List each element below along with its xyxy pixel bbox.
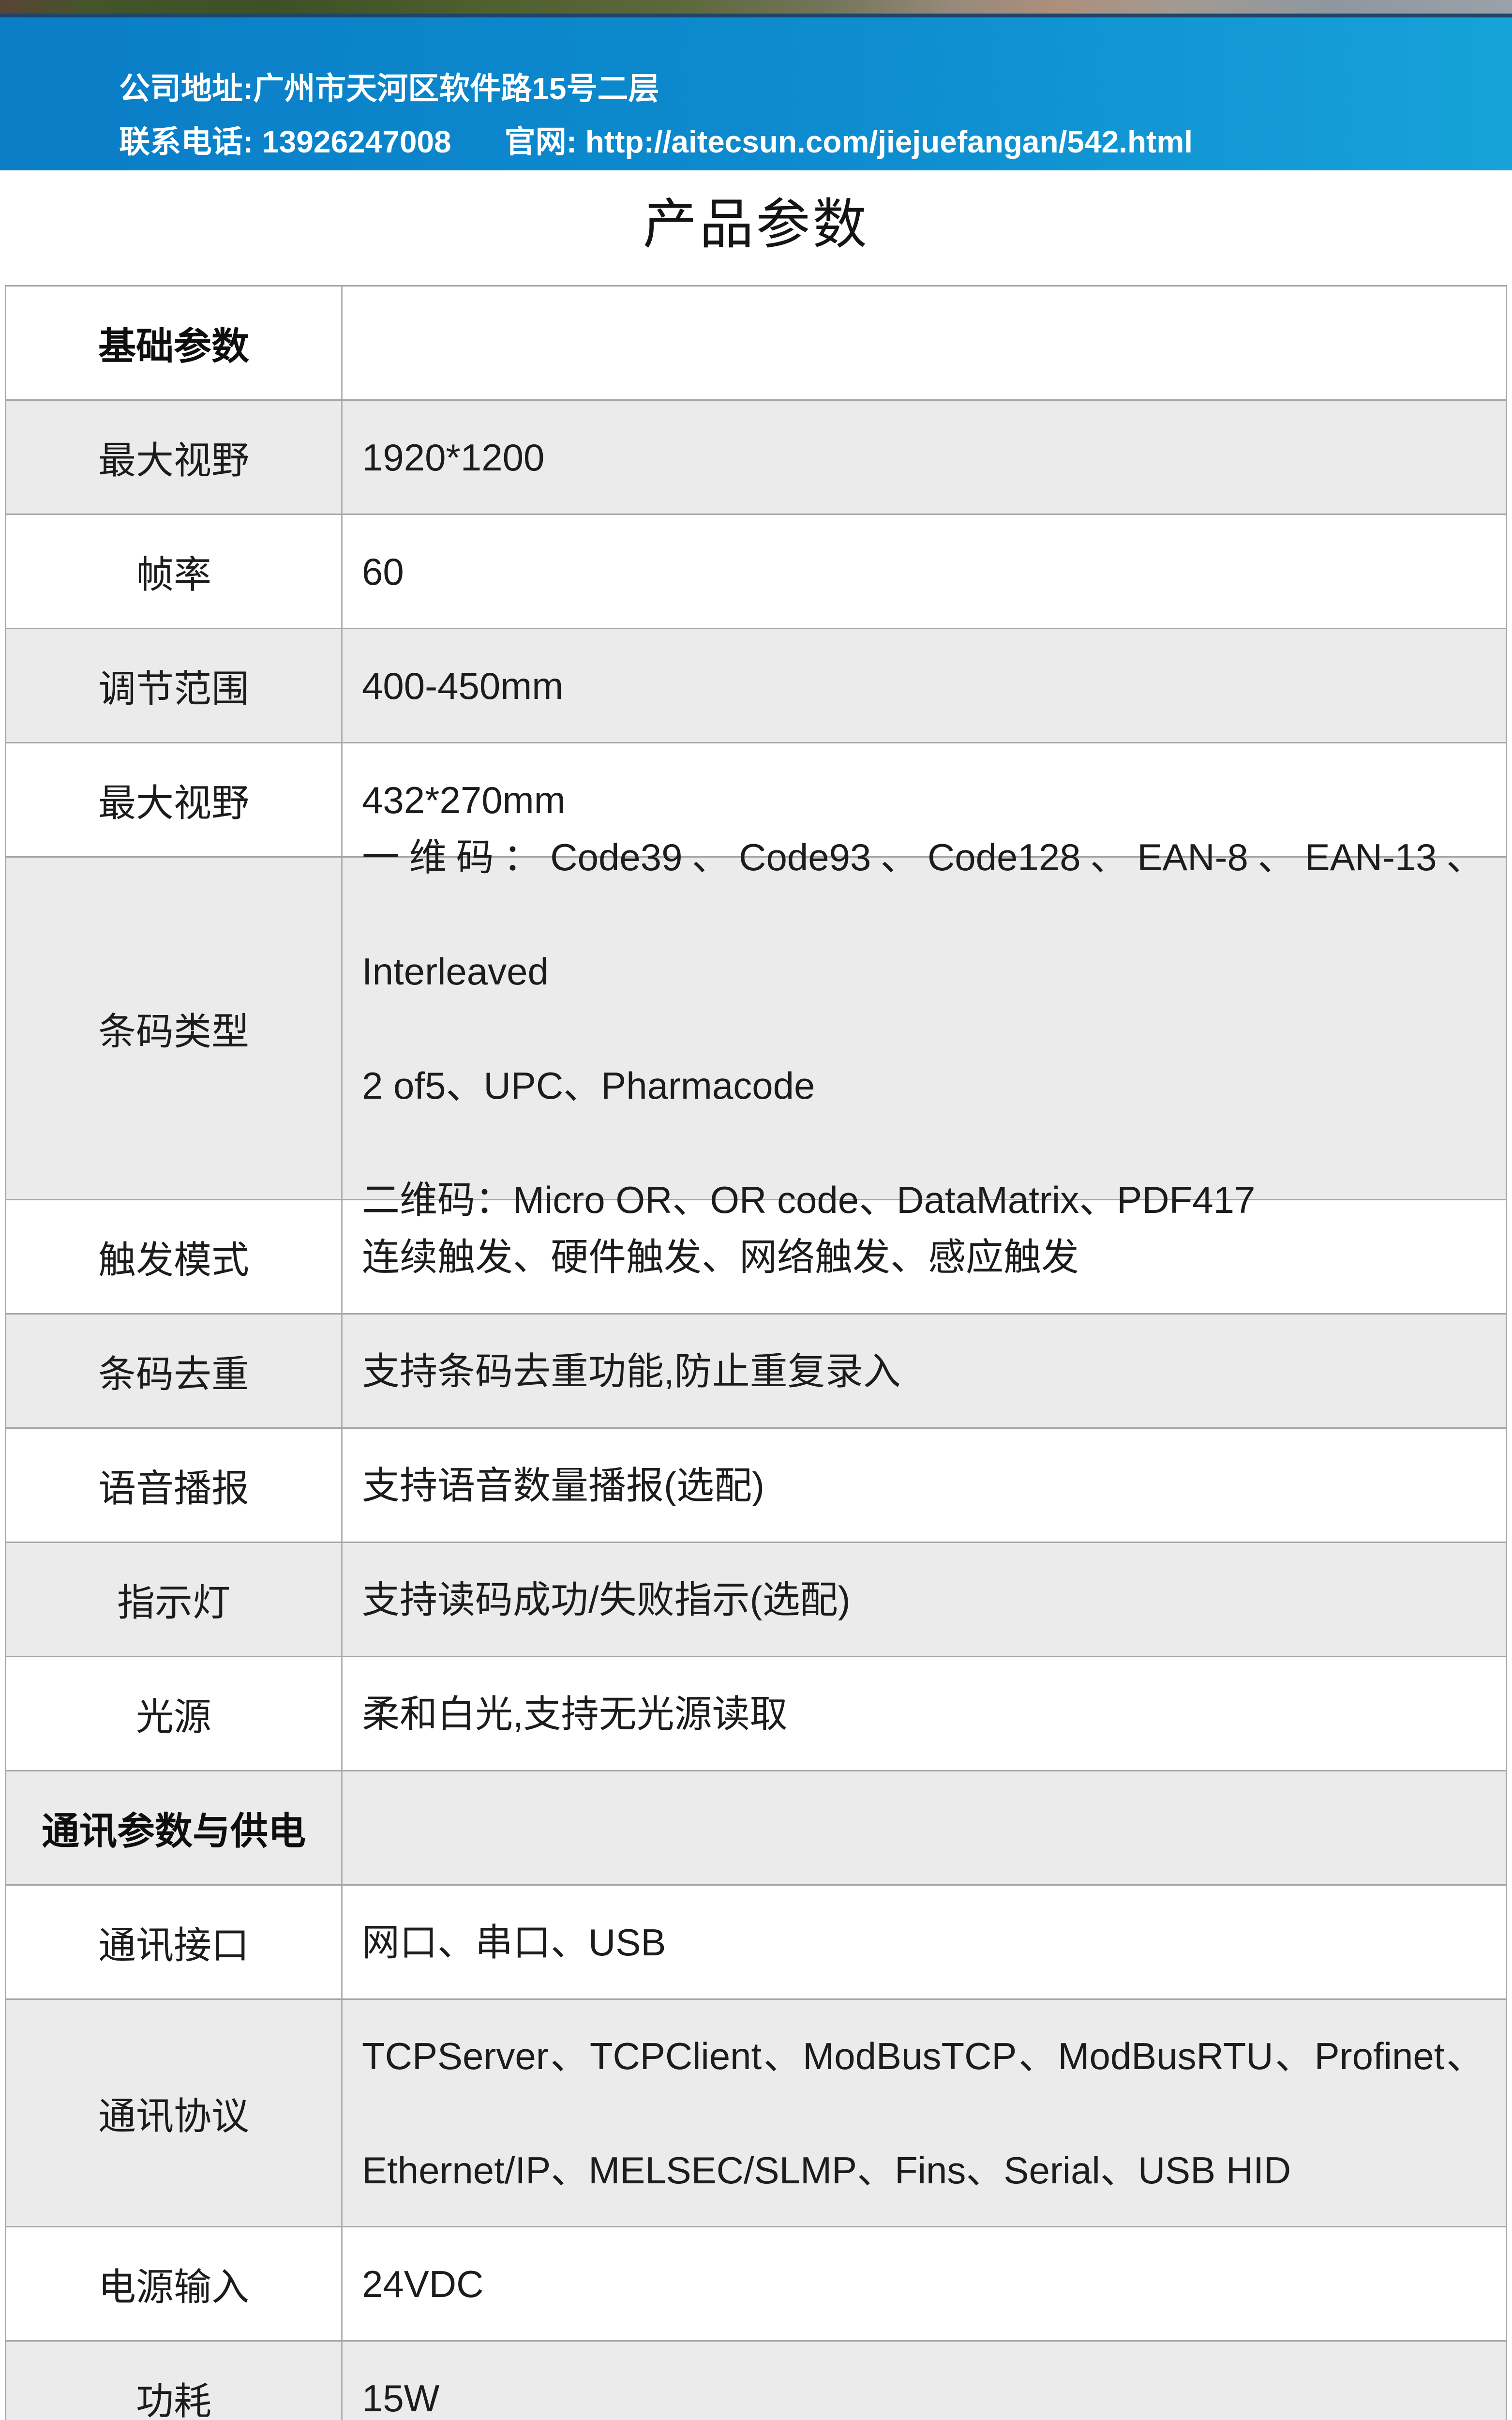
- param-value: 24VDC: [362, 2262, 484, 2305]
- param-label: 电源输入: [6, 2227, 343, 2340]
- value-line: 二维码：Micro OR、OR code、DataMatrix、PDF417: [362, 1178, 1256, 1221]
- param-value: 支持读码成功/失败指示(选配): [362, 1578, 851, 1621]
- param-label: 通讯协议: [6, 2000, 343, 2226]
- param-label: 帧率: [6, 515, 343, 628]
- contact-line: 联系电话: 13926247008 官网: http://aitecsun.com…: [119, 115, 1512, 168]
- param-value: 1920*1200: [362, 436, 545, 479]
- section-label: 通讯参数与供电: [6, 1771, 343, 1884]
- param-value: 柔和白光,支持无光源读取: [362, 1692, 788, 1735]
- param-label: 光源: [6, 1657, 343, 1770]
- param-label: 最大视野: [6, 743, 343, 856]
- param-value: 432*270mm: [362, 778, 566, 821]
- param-value: [343, 287, 1506, 399]
- value-line: 2 of5、UPC、Pharmacode: [362, 1064, 815, 1107]
- table-row-barcode-types: 条码类型 一维码：Code39、Code93、Code128、EAN-8、EAN…: [6, 836, 1506, 1221]
- table-row: 调节范围 400-450mm: [6, 628, 1506, 742]
- param-value: 15W: [362, 2376, 440, 2420]
- table-row: 光源 柔和白光,支持无光源读取: [6, 1656, 1506, 1770]
- top-photo-strip: [0, 0, 1512, 14]
- param-value: TCPServer、TCPClient、ModBusTCP、ModBusRTU、…: [343, 2000, 1506, 2226]
- param-label: 通讯接口: [6, 1886, 343, 1998]
- value-line: 一维码：Code39、Code93、Code128、EAN-8、EAN-13、I…: [362, 835, 1484, 993]
- param-label: 条码类型: [6, 858, 343, 1199]
- value-line: TCPServer、TCPClient、ModBusTCP、ModBusRTU、…: [362, 2034, 1484, 2077]
- table-row: 功耗 15W: [6, 2340, 1506, 2420]
- table-row-section: 通讯参数与供电: [6, 1770, 1506, 1884]
- param-value: 连续触发、硬件触发、网络触发、感应触发: [362, 1235, 1079, 1278]
- param-label: 触发模式: [6, 1200, 343, 1313]
- param-label: 条码去重: [6, 1315, 343, 1427]
- param-label: 指示灯: [6, 1543, 343, 1656]
- param-value: 400-450mm: [362, 664, 564, 707]
- param-label: 最大视野: [6, 401, 343, 514]
- param-value: 支持语音数量播报(选配): [362, 1464, 764, 1507]
- table-row: 电源输入 24VDC: [6, 2226, 1506, 2340]
- param-value: 60: [362, 550, 404, 593]
- table-row: 最大视野 1920*1200: [6, 399, 1506, 514]
- page-title: 产品参数: [643, 194, 869, 255]
- param-label: 功耗: [6, 2342, 343, 2420]
- param-value: 支持条码去重功能,防止重复录入: [362, 1349, 901, 1392]
- banner-top-edge: [0, 14, 1512, 17]
- table-row: 触发模式 连续触发、硬件触发、网络触发、感应触发: [6, 1199, 1506, 1313]
- contact-phone: 联系电话: 13926247008: [119, 124, 451, 159]
- param-label: 语音播报: [6, 1429, 343, 1542]
- website-url: 官网: http://aitecsun.com/jiejuefangan/542…: [504, 124, 1193, 159]
- table-row: 通讯接口 网口、串口、USB: [6, 1884, 1506, 1998]
- company-address: 公司地址:广州市天河区软件路15号二层: [119, 71, 659, 106]
- table-row: 帧率 60: [6, 514, 1506, 628]
- table-row: 语音播报 支持语音数量播报(选配): [6, 1427, 1506, 1542]
- table-row: 条码去重 支持条码去重功能,防止重复录入: [6, 1313, 1506, 1427]
- param-value: 一维码：Code39、Code93、Code128、EAN-8、EAN-13、I…: [343, 836, 1506, 1221]
- section-label: 基础参数: [6, 287, 343, 399]
- table-row-section: 基础参数: [6, 287, 1506, 399]
- spec-table: 基础参数 最大视野 1920*1200 帧率 60 调节范围 400-450mm…: [5, 285, 1507, 2420]
- param-value: 网口、串口、USB: [362, 1921, 666, 1964]
- contact-banner: 公司地址:广州市天河区软件路15号二层 联系电话: 13926247008 官网:…: [0, 17, 1512, 170]
- table-row: 最大视野 432*270mm: [6, 742, 1506, 856]
- table-row-protocols: 通讯协议 TCPServer、TCPClient、ModBusTCP、ModBu…: [6, 1998, 1506, 2226]
- table-row: 指示灯 支持读码成功/失败指示(选配): [6, 1542, 1506, 1656]
- param-value: [343, 1771, 1506, 1884]
- value-line: Ethernet/IP、MELSEC/SLMP、Fins、Serial、USB …: [362, 2148, 1291, 2192]
- param-label: 调节范围: [6, 629, 343, 742]
